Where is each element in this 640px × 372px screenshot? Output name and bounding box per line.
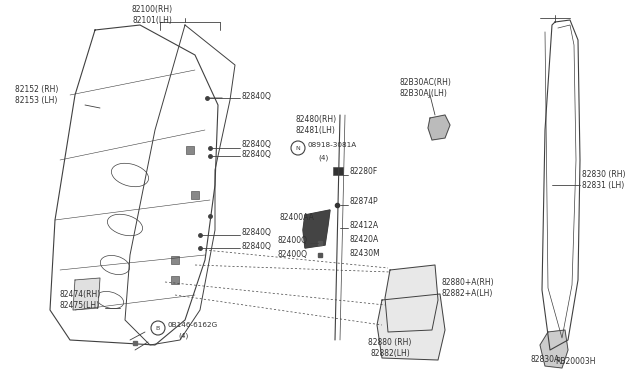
Text: 82412A: 82412A: [350, 221, 379, 230]
Text: 82280F: 82280F: [350, 167, 378, 176]
Text: N: N: [296, 145, 300, 151]
Bar: [333, 167, 343, 175]
Text: 82880 (RH)
82882(LH): 82880 (RH) 82882(LH): [368, 338, 412, 358]
Text: 0B146-6162G: 0B146-6162G: [168, 322, 218, 328]
Text: 82420A: 82420A: [350, 235, 380, 244]
Text: 82840Q: 82840Q: [242, 228, 272, 237]
Polygon shape: [428, 115, 450, 140]
Text: 82840Q: 82840Q: [242, 141, 272, 150]
Text: (4): (4): [178, 333, 188, 339]
Text: 82100(RH)
82101(LH): 82100(RH) 82101(LH): [131, 5, 173, 25]
Polygon shape: [377, 294, 445, 360]
Text: 82874P: 82874P: [350, 198, 379, 206]
Text: 82880+A(RH)
82882+A(LH): 82880+A(RH) 82882+A(LH): [442, 278, 495, 298]
Text: 82430M: 82430M: [350, 248, 381, 257]
Text: 82840Q: 82840Q: [242, 92, 272, 100]
Text: 82400AA: 82400AA: [280, 212, 315, 221]
Text: 82474(RH)
82475(LH): 82474(RH) 82475(LH): [60, 290, 101, 310]
Bar: [186, 146, 194, 154]
Bar: [171, 276, 179, 284]
Text: 08918-3081A: 08918-3081A: [308, 142, 357, 148]
Polygon shape: [385, 265, 438, 332]
Text: RB20003H: RB20003H: [555, 357, 595, 366]
Text: (4): (4): [318, 155, 328, 161]
Text: 82830 (RH)
82831 (LH): 82830 (RH) 82831 (LH): [582, 170, 625, 190]
Text: 82480(RH)
82481(LH): 82480(RH) 82481(LH): [295, 115, 336, 135]
Text: 82830A: 82830A: [531, 356, 559, 365]
Bar: [171, 256, 179, 264]
Text: 82840Q: 82840Q: [242, 241, 272, 250]
Polygon shape: [540, 330, 568, 368]
Text: 82840Q: 82840Q: [242, 150, 272, 158]
Text: 82152 (RH)
82153 (LH): 82152 (RH) 82153 (LH): [15, 85, 58, 105]
Polygon shape: [303, 210, 330, 248]
Text: 82400Q: 82400Q: [278, 235, 308, 244]
Polygon shape: [73, 278, 100, 310]
Text: B: B: [156, 326, 160, 330]
Text: 82400Q: 82400Q: [278, 250, 308, 260]
Bar: [191, 191, 199, 199]
Text: 82B30AC(RH)
82B30AJ(LH): 82B30AC(RH) 82B30AJ(LH): [400, 78, 452, 98]
